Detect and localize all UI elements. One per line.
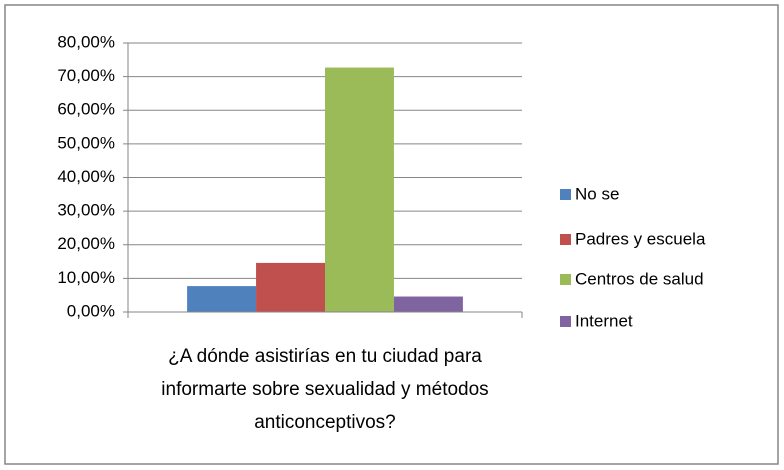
- legend-label: No se: [575, 184, 619, 203]
- y-tick-label: 80,00%: [57, 32, 115, 51]
- y-tick-label: 20,00%: [57, 234, 115, 253]
- legend-swatch: [560, 316, 571, 327]
- legend-label: Centros de salud: [575, 269, 704, 288]
- y-tick-label: 10,00%: [57, 268, 115, 287]
- bar: [393, 296, 463, 312]
- y-tick-label: 40,00%: [57, 167, 115, 186]
- x-category-label: ¿A dónde asistirías en tu ciudad para in…: [161, 346, 489, 433]
- legend-label: Internet: [575, 311, 633, 330]
- bar: [187, 286, 257, 312]
- legend-label: Padres y escuela: [575, 229, 706, 248]
- legend-swatch: [560, 234, 571, 245]
- y-tick-label: 60,00%: [57, 100, 115, 119]
- y-tick-label: 50,00%: [57, 133, 115, 152]
- y-tick-label: 30,00%: [57, 201, 115, 220]
- bar: [325, 67, 394, 312]
- y-tick-label: 0,00%: [67, 301, 115, 320]
- legend-swatch: [560, 274, 571, 285]
- legend-swatch: [560, 189, 571, 200]
- y-tick-label: 70,00%: [57, 66, 115, 85]
- bar: [256, 262, 325, 312]
